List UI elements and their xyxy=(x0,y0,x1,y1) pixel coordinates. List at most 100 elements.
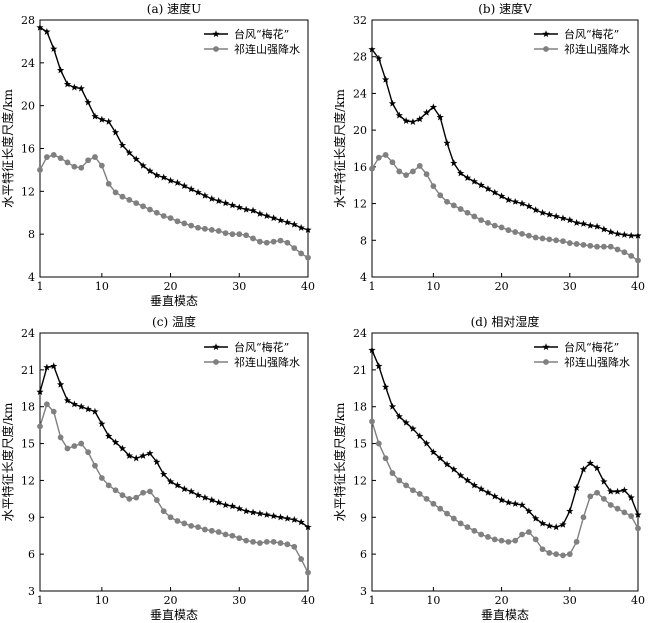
data-point xyxy=(573,484,581,491)
y-tick-label: 12 xyxy=(353,474,367,487)
data-point xyxy=(429,448,437,456)
y-tick-label: 15 xyxy=(21,438,35,451)
x-axis-label: 垂直模态 xyxy=(150,608,198,622)
y-tick-label: 20 xyxy=(353,124,367,137)
data-point xyxy=(416,163,423,169)
chart-panel-1: (a) 速度U 1 10 20 30 40 4 8 12 16 20 24 28 垂直模态 水平特征长度尺度… xyxy=(0,1,315,308)
x-tick-label: 10 xyxy=(426,280,440,293)
data-point xyxy=(403,172,410,179)
data-point xyxy=(512,229,519,235)
data-point xyxy=(57,66,65,74)
data-point xyxy=(111,438,120,446)
data-point xyxy=(553,551,560,558)
data-point xyxy=(546,236,553,243)
data-point xyxy=(519,230,525,237)
data-point xyxy=(270,214,278,222)
data-point xyxy=(422,439,431,447)
data-point xyxy=(539,235,546,242)
data-point xyxy=(50,362,58,370)
legend-entry: 台风“梅花” xyxy=(564,27,619,41)
series-line-1 xyxy=(39,26,309,231)
data-point xyxy=(560,552,566,559)
data-point xyxy=(553,237,560,244)
series-line-1 xyxy=(39,365,309,528)
data-point xyxy=(181,220,188,227)
data-point xyxy=(91,407,99,415)
x-tick-label: 40 xyxy=(631,280,645,293)
data-point xyxy=(105,432,113,440)
data-point xyxy=(614,505,621,512)
data-point xyxy=(389,159,396,166)
data-point xyxy=(634,511,642,518)
data-point xyxy=(119,193,126,200)
data-point xyxy=(423,171,430,178)
data-point xyxy=(396,477,403,484)
data-point xyxy=(105,117,113,125)
data-point xyxy=(133,200,140,207)
data-point xyxy=(126,197,133,203)
data-point xyxy=(485,534,491,540)
data-point xyxy=(84,405,92,413)
data-point xyxy=(228,502,237,510)
legend-entry: 祁连山强降水 xyxy=(564,42,630,56)
data-point xyxy=(607,487,615,495)
data-point xyxy=(98,115,106,123)
data-point xyxy=(498,224,505,231)
data-point xyxy=(125,148,133,156)
data-point xyxy=(457,169,465,177)
data-point xyxy=(437,192,444,199)
data-point xyxy=(249,508,257,516)
data-point xyxy=(174,518,181,524)
data-point xyxy=(628,513,635,519)
data-point xyxy=(92,462,98,469)
data-point xyxy=(243,537,250,544)
data-point xyxy=(444,198,450,205)
data-point xyxy=(430,183,437,190)
x-tick-label: 20 xyxy=(495,280,509,293)
data-point xyxy=(78,164,85,171)
data-point xyxy=(283,514,291,522)
legend-marker xyxy=(543,359,549,365)
data-point xyxy=(118,444,127,452)
data-point xyxy=(573,219,581,226)
y-tick-label: 28 xyxy=(353,51,367,64)
data-point xyxy=(147,206,153,213)
y-axis-label: 水平特征长度尺度/km xyxy=(0,89,15,208)
data-point xyxy=(593,464,601,472)
data-point xyxy=(37,423,43,430)
data-point xyxy=(202,526,208,533)
data-point xyxy=(243,232,250,239)
data-point xyxy=(221,501,230,509)
data-point xyxy=(409,425,417,432)
data-point xyxy=(402,117,410,125)
data-point xyxy=(173,178,182,186)
chart-title: (a) 速度U xyxy=(147,1,201,16)
data-point xyxy=(559,214,567,222)
chart-panel-2: (b) 速度V 1 10 20 30 40 4 8 12 16 20 24 28 32 水平特征长度尺度/k… xyxy=(332,1,645,293)
legend-entry: 祁连山强降水 xyxy=(234,355,300,369)
data-point xyxy=(256,210,264,217)
chart-title: (b) 速度V xyxy=(478,1,532,16)
data-point xyxy=(160,173,168,181)
data-point xyxy=(587,493,594,500)
data-point xyxy=(263,212,271,220)
data-point xyxy=(573,538,580,545)
data-point xyxy=(566,240,573,246)
data-point xyxy=(607,502,614,508)
data-point xyxy=(290,515,298,523)
series-line-2 xyxy=(39,402,309,573)
x-tick-label: 1 xyxy=(37,594,44,607)
data-point xyxy=(620,230,628,238)
data-point xyxy=(304,523,312,531)
data-point xyxy=(559,520,567,528)
data-point xyxy=(208,496,216,504)
data-point xyxy=(369,418,375,425)
data-point xyxy=(105,180,112,187)
series-line-2 xyxy=(371,154,639,262)
chart-panel-4: (d) 相对湿度 1 10 20 30 40 3 6 9 12 15 18 21 24 垂直模态 水平特征长度… xyxy=(332,314,645,622)
data-point xyxy=(263,511,271,518)
data-point xyxy=(594,243,600,250)
data-point xyxy=(277,540,284,546)
x-tick-label: 1 xyxy=(37,280,44,293)
data-point xyxy=(464,524,471,531)
